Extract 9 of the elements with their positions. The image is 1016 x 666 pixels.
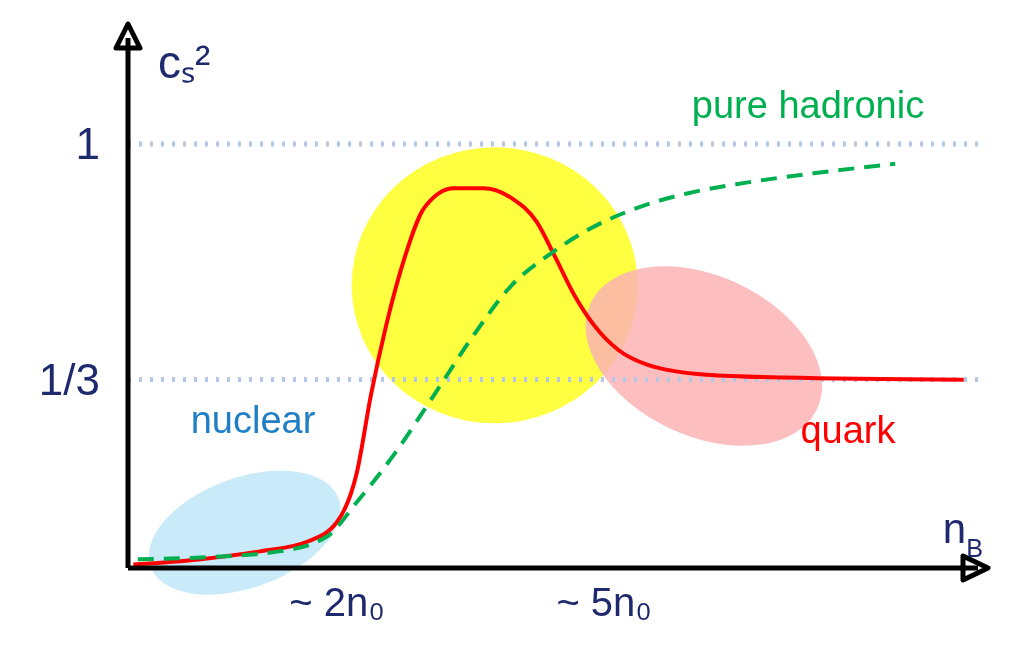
y-tick-label: 1/3 [38,354,100,404]
x-tick-label: ~ 2n₀ [289,580,385,624]
annotation: pure hadronic [691,84,925,127]
x-tick-label: ~ 5n₀ [556,580,652,624]
annotation: quark [800,409,897,452]
x-axis-title: n$_{B}$ [942,505,983,562]
y-axis-title: cₛ² [158,36,211,88]
annotation: nuclear [190,399,316,442]
y-tick-label: 1 [75,119,100,168]
